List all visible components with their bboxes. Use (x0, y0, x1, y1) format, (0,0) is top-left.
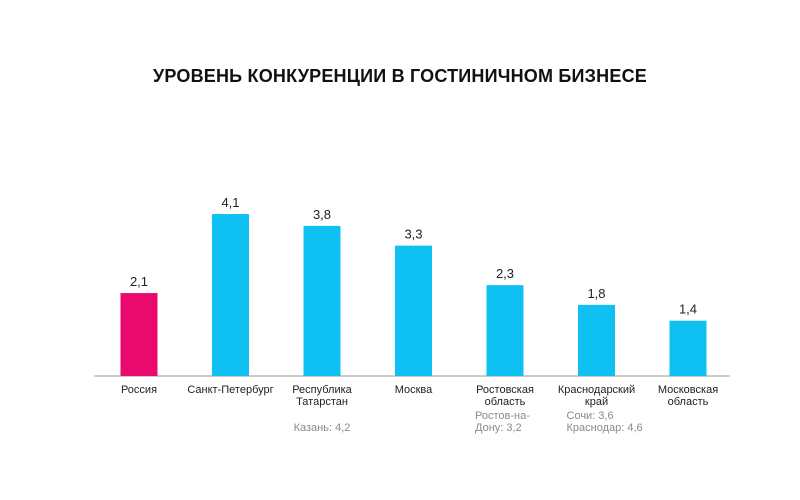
bar-0 (120, 293, 158, 376)
data-label-0: 2,1 (130, 274, 148, 289)
x-tick-label-4-0: Ростовская (476, 384, 534, 396)
bar-5 (578, 304, 615, 376)
data-label-1: 4,1 (221, 195, 239, 210)
x-tick-label-2-1: Татарстан (296, 396, 348, 408)
data-label-6: 1,4 (679, 302, 697, 317)
x-tick-label-2-0: Республика (292, 384, 352, 396)
note-label-4-0: Ростов-на- (475, 410, 530, 422)
bar-4 (486, 285, 524, 376)
data-label-3: 3,3 (404, 227, 422, 242)
bar-3 (395, 245, 432, 376)
x-tick-label-4-1: область (485, 396, 526, 408)
chart-title: УРОВЕНЬ КОНКУРЕНЦИИ В ГОСТИНИЧНОМ БИЗНЕС… (153, 66, 647, 86)
x-tick-label-6-1: область (668, 396, 709, 408)
note-label-5-0: Сочи: 3,6 (567, 410, 614, 422)
bar-1 (212, 214, 249, 376)
data-label-2: 3,8 (313, 207, 331, 222)
bar-2 (303, 225, 341, 376)
data-label-5: 1,8 (587, 286, 605, 301)
data-label-4: 2,3 (496, 266, 514, 281)
note-label-4-1: Дону: 3,2 (475, 422, 522, 434)
x-tick-label-1-0: Санкт-Петербург (187, 384, 273, 396)
x-tick-label-5-0: Краснодарский (558, 384, 635, 396)
note-label-5-1: Краснодар: 4,6 (567, 422, 643, 434)
x-tick-label-6-0: Московская (658, 384, 718, 396)
x-tick-label-0-0: Россия (121, 384, 157, 396)
note-label-2-0: Казань: 4,2 (294, 422, 351, 434)
bar-6 (669, 320, 707, 376)
x-tick-label-3-0: Москва (395, 384, 433, 396)
x-tick-label-5-1: край (585, 396, 608, 408)
